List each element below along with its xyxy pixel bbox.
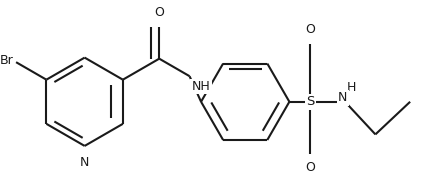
Text: H: H — [347, 81, 357, 94]
Text: O: O — [306, 23, 315, 36]
Text: O: O — [306, 161, 315, 174]
Text: N: N — [338, 91, 348, 104]
Text: O: O — [155, 6, 164, 19]
Text: S: S — [306, 95, 315, 108]
Text: NH: NH — [192, 80, 210, 93]
Text: N: N — [80, 156, 89, 169]
Text: Br: Br — [0, 54, 14, 67]
